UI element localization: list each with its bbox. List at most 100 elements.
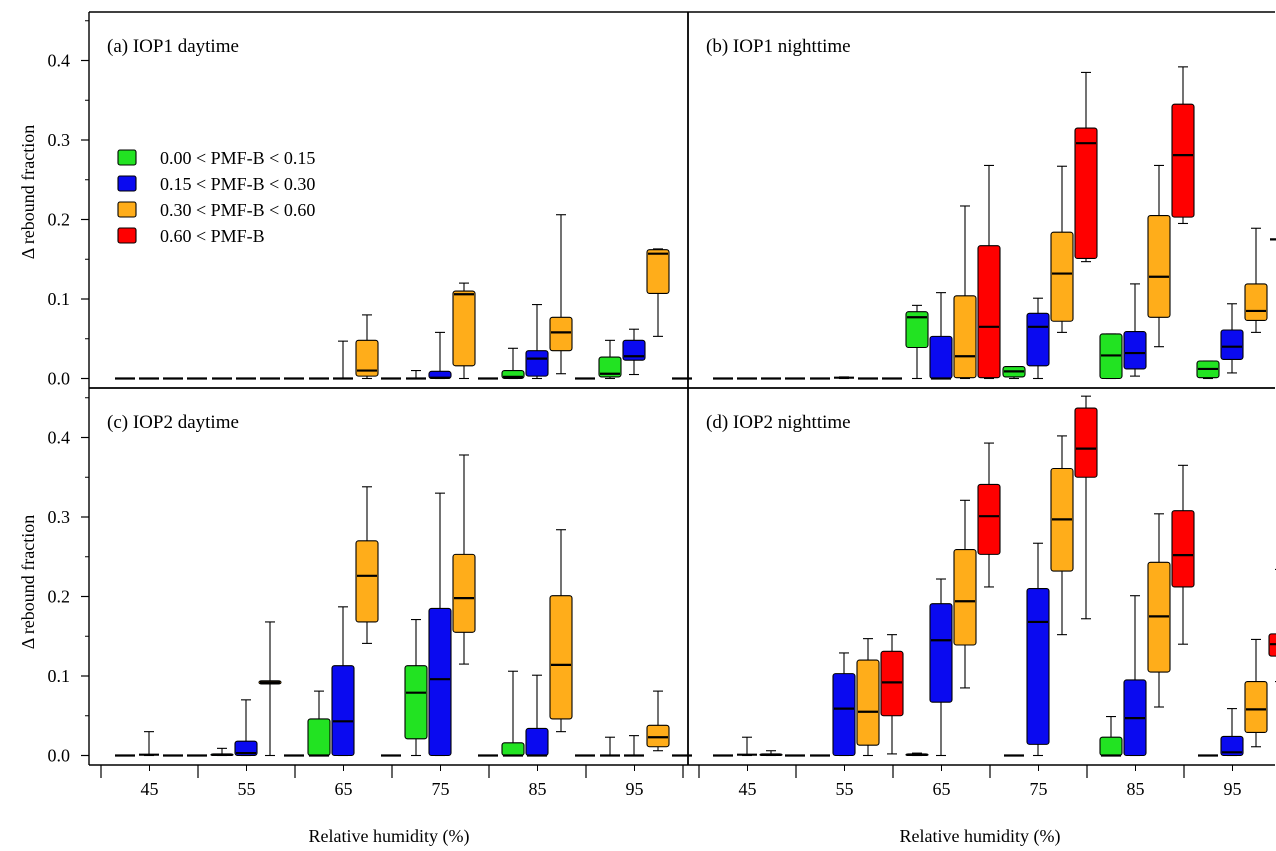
box-body	[1026, 312, 1050, 367]
box-body	[1026, 587, 1050, 745]
box-body	[1171, 103, 1195, 218]
y-tick-label: 0.0	[48, 746, 71, 766]
box-body	[953, 295, 977, 379]
axes: 0.0 0.1 0.2 0.3 0.4 0.0 0.1 0.2 0.3 0.4 45 55 65 75 85…	[48, 11, 1275, 799]
box-85-2	[549, 214, 573, 375]
box-body	[880, 650, 904, 717]
box-body	[1244, 283, 1268, 322]
box-95-2	[1244, 638, 1268, 748]
x-tick-label: 75	[432, 779, 450, 799]
legend-swatch	[117, 201, 137, 218]
box-95-2	[646, 248, 670, 337]
box-65-0	[307, 690, 331, 757]
box-85-0	[501, 670, 525, 757]
y-tick-label: 0.3	[48, 130, 71, 150]
panel-4: (d) IOP2 nighttime	[706, 395, 1276, 757]
y-tick-label: 0.0	[48, 369, 71, 389]
box-55-1	[234, 699, 258, 757]
box-body	[977, 483, 1001, 555]
box-85-3	[1171, 464, 1195, 645]
box-65-2	[953, 205, 977, 380]
panel-title: (c) IOP2 daytime	[107, 412, 239, 433]
y-tick-label: 0.2	[48, 587, 71, 607]
x-tick-label: 55	[238, 779, 256, 799]
box-body	[452, 290, 476, 367]
box-body	[549, 316, 573, 352]
box-55-2	[258, 621, 282, 757]
box-body	[1244, 681, 1268, 733]
box-55-1	[832, 652, 856, 757]
y-tick-label: 0.3	[48, 507, 71, 527]
box-45-1	[737, 736, 757, 757]
box-body	[501, 742, 525, 757]
y-tick-label: 0.2	[48, 210, 71, 230]
box-75-0	[1002, 366, 1026, 380]
box-65-1	[929, 292, 953, 380]
box-65-3	[977, 164, 1001, 380]
box-body	[404, 665, 428, 740]
box-body	[1220, 735, 1244, 757]
box-body	[549, 595, 573, 720]
x-tick-label: 75	[1030, 779, 1048, 799]
legend-swatch	[117, 149, 137, 166]
box-65-2	[355, 314, 379, 380]
y-axis-label-top: Δ rebound fraction	[18, 125, 38, 260]
box-85-1	[525, 304, 549, 380]
box-65-1	[331, 606, 355, 757]
box-body	[1171, 510, 1195, 588]
box-95-1	[1220, 303, 1244, 374]
box-55-0	[210, 747, 234, 757]
panel-title: (d) IOP2 nighttime	[706, 412, 851, 433]
box-95-1	[624, 735, 644, 757]
box-body	[1147, 214, 1171, 318]
box-body	[953, 549, 977, 646]
box-75-3	[1074, 395, 1098, 620]
box-65-0	[905, 752, 929, 757]
panel-title: (a) IOP1 daytime	[107, 36, 239, 57]
panel-2: (b) IOP1 nighttime	[706, 36, 1276, 380]
box-55-1	[834, 376, 854, 380]
box-95-0	[600, 736, 620, 757]
box-body	[525, 727, 549, 757]
x-tick-label: 85	[529, 779, 547, 799]
y-tick-label: 0.4	[48, 428, 71, 448]
box-95-3	[1268, 568, 1276, 683]
x-tick-label: 85	[1127, 779, 1145, 799]
box-85-0	[1099, 333, 1123, 380]
box-body	[331, 665, 355, 757]
box-65-1	[929, 578, 953, 757]
panel-title: (b) IOP1 nighttime	[706, 36, 851, 57]
box-65-2	[953, 499, 977, 689]
box-body	[525, 350, 549, 377]
box-85-1	[525, 674, 549, 757]
box-75-1	[428, 492, 452, 757]
panel-1: (a) IOP1 daytime	[107, 36, 692, 380]
box-85-0	[501, 347, 525, 380]
box-75-1	[428, 331, 452, 380]
box-75-2	[1050, 435, 1074, 636]
box-75-0	[406, 369, 426, 380]
legend-label: 0.00 < PMF-B < 0.15	[160, 148, 315, 168]
legend-label: 0.60 < PMF-B	[160, 226, 265, 246]
box-75-1	[1026, 542, 1050, 757]
legend-item: 0.30 < PMF-B < 0.60	[117, 200, 315, 220]
box-body	[598, 356, 622, 378]
x-tick-label: 95	[1224, 779, 1242, 799]
box-body	[1074, 127, 1098, 260]
box-85-2	[1147, 164, 1171, 348]
x-tick-label: 65	[933, 779, 951, 799]
y-axis-label-bottom: Δ rebound fraction	[18, 515, 38, 650]
y-tick-label: 0.1	[48, 666, 71, 686]
legend-item: 0.60 < PMF-B	[117, 226, 265, 246]
box-body	[1050, 231, 1074, 322]
x-tick-label: 55	[836, 779, 854, 799]
panels: (a) IOP1 daytime (b) IOP1 nighttime (c) IO…	[107, 36, 1276, 757]
box-body	[646, 724, 670, 748]
legend-swatch	[117, 175, 137, 192]
box-body	[1099, 736, 1123, 757]
legend-swatch	[117, 227, 137, 244]
box-body	[929, 603, 953, 703]
box-body	[832, 673, 856, 757]
box-45-2	[759, 750, 783, 757]
box-body	[307, 718, 331, 757]
